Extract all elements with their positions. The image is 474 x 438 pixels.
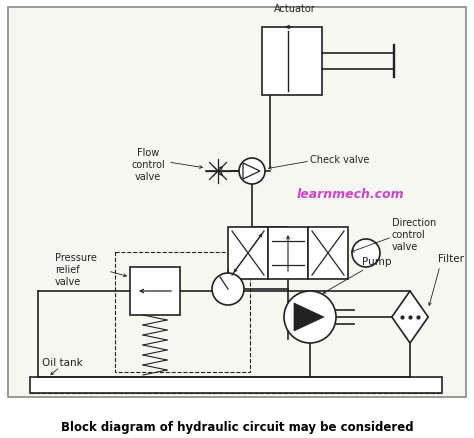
Bar [30, 377, 442, 393]
Circle shape [352, 240, 380, 267]
Polygon shape [392, 291, 428, 343]
Text: Block diagram of hydraulic circuit may be considered: Block diagram of hydraulic circuit may b… [61, 420, 413, 434]
Circle shape [212, 273, 244, 305]
Text: Check valve: Check valve [310, 155, 369, 165]
Circle shape [239, 159, 265, 184]
Bar [268, 227, 308, 279]
Text: Flow
control
valve: Flow control valve [131, 148, 165, 181]
Bar [228, 227, 268, 279]
Bar [262, 28, 322, 96]
Text: Filter: Filter [438, 254, 464, 263]
Bar [115, 252, 250, 372]
Circle shape [284, 291, 336, 343]
Text: Oil tank: Oil tank [42, 357, 83, 367]
Text: learnmech.com: learnmech.com [296, 188, 404, 201]
Text: Actuator: Actuator [274, 4, 316, 14]
Text: Pump: Pump [362, 256, 392, 266]
Text: Direction
control
valve: Direction control valve [392, 218, 436, 251]
Text: Pressure
relief
valve: Pressure relief valve [55, 253, 97, 286]
Bar [8, 8, 466, 397]
Bar [130, 267, 180, 315]
Bar [308, 227, 348, 279]
Polygon shape [294, 303, 324, 331]
